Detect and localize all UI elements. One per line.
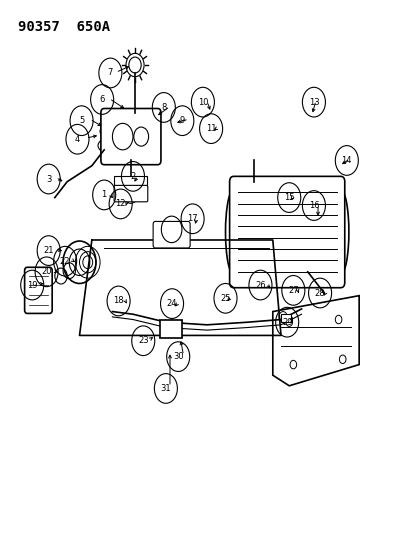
Text: 5: 5 (79, 116, 84, 125)
FancyBboxPatch shape (159, 319, 182, 338)
Text: 26: 26 (254, 280, 265, 289)
Text: 15: 15 (283, 193, 294, 202)
Text: 13: 13 (308, 98, 318, 107)
FancyBboxPatch shape (101, 109, 161, 165)
Text: 17: 17 (187, 214, 197, 223)
FancyBboxPatch shape (229, 176, 344, 288)
Text: 1: 1 (101, 190, 107, 199)
Text: 16: 16 (308, 201, 318, 210)
Text: 10: 10 (197, 98, 208, 107)
Text: 4: 4 (75, 135, 80, 144)
Text: 31: 31 (160, 384, 171, 393)
Text: 22: 22 (60, 257, 70, 265)
Text: 9: 9 (179, 116, 185, 125)
Text: 18: 18 (113, 296, 123, 305)
Text: 23: 23 (138, 336, 148, 345)
Text: 90357  650A: 90357 650A (18, 20, 110, 34)
Text: 28: 28 (314, 288, 325, 297)
FancyBboxPatch shape (114, 185, 147, 202)
Text: 20: 20 (41, 268, 52, 276)
FancyBboxPatch shape (280, 314, 291, 322)
FancyBboxPatch shape (24, 267, 52, 313)
Text: 19: 19 (27, 280, 38, 289)
FancyBboxPatch shape (153, 221, 190, 248)
Text: 8: 8 (161, 103, 166, 112)
Text: 12: 12 (115, 199, 126, 208)
Text: 3: 3 (46, 174, 51, 183)
Text: 14: 14 (341, 156, 351, 165)
Text: 30: 30 (173, 352, 183, 361)
Text: 24: 24 (166, 299, 177, 308)
FancyBboxPatch shape (114, 176, 147, 187)
Text: 11: 11 (205, 124, 216, 133)
Text: 29: 29 (281, 318, 292, 327)
Text: 25: 25 (220, 294, 230, 303)
Text: 6: 6 (99, 95, 104, 104)
Text: 2: 2 (130, 172, 135, 181)
Text: 27: 27 (287, 286, 298, 295)
Text: 7: 7 (107, 68, 113, 77)
Text: 21: 21 (43, 246, 54, 255)
